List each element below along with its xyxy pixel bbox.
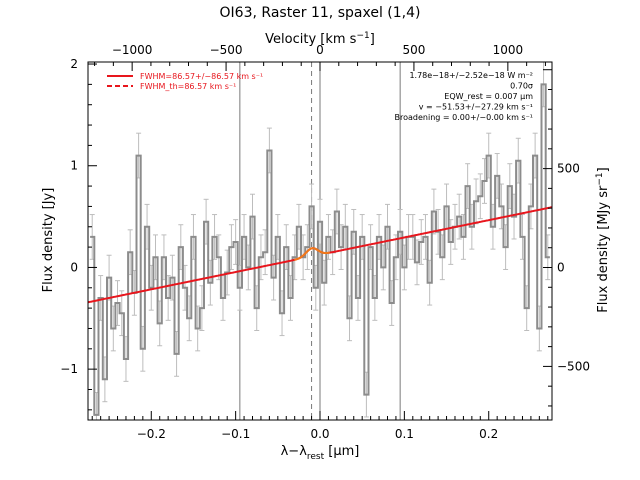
spectrum-line — [90, 83, 550, 416]
top-tick-label: −500 — [210, 43, 243, 57]
legend-label: FWHM_th=86.57 km s⁻¹ — [140, 82, 236, 91]
right-tick-label: 500 — [557, 162, 580, 176]
right-tick-label: −500 — [557, 359, 590, 373]
annotation-text: EQW_rest = 0.007 μm — [444, 92, 533, 101]
y-tick-label: 2 — [70, 57, 78, 71]
fit-peak — [294, 247, 330, 261]
right-tick-label: 0 — [557, 261, 565, 275]
top-axis-label: Velocity [km s−1] — [265, 31, 375, 47]
top-tick-label: −1000 — [112, 43, 153, 57]
top-tick-label: 0 — [316, 43, 324, 57]
y-axis-label: Flux density [Jy] — [41, 188, 56, 293]
y-tick-label: −1 — [60, 362, 78, 376]
annotation-text: v = −51.53+/−27.29 km s⁻¹ — [419, 103, 533, 112]
top-tick-label: 1000 — [493, 43, 524, 57]
plot-layer — [88, 62, 552, 420]
x-axis-label: λ−λrest [μm] — [281, 444, 360, 462]
annotation-text: Broadening = 0.00+/−0.00 km s⁻¹ — [395, 113, 533, 122]
plot-area — [88, 62, 552, 420]
y-tick-label: 1 — [70, 159, 78, 173]
right-axis-label: Flux density [MJy sr−1] — [595, 167, 611, 312]
x-tick-label: 0.1 — [395, 427, 414, 441]
axes-layer: −0.2 −0.1 0.0 0.1 0.2 −1000 −500 0 500 1000 −1 0 1 2 −… — [60, 43, 590, 441]
legend-label: FWHM=86.57+/−86.57 km s⁻¹ — [140, 72, 263, 81]
x-tick-label: 0.2 — [479, 427, 498, 441]
top-tick-label: 500 — [402, 43, 425, 57]
y-tick-label: 0 — [70, 260, 78, 274]
x-tick-label: −0.1 — [221, 427, 250, 441]
chart-title: OI63, Raster 11, spaxel (1,4) — [220, 5, 421, 21]
annotation-text: 1.78e−18+/−2.52e−18 W m⁻² — [409, 71, 533, 80]
annotation-text: 0.70σ — [510, 82, 533, 91]
x-tick-label: 0.0 — [310, 427, 329, 441]
x-tick-label: −0.2 — [137, 427, 166, 441]
